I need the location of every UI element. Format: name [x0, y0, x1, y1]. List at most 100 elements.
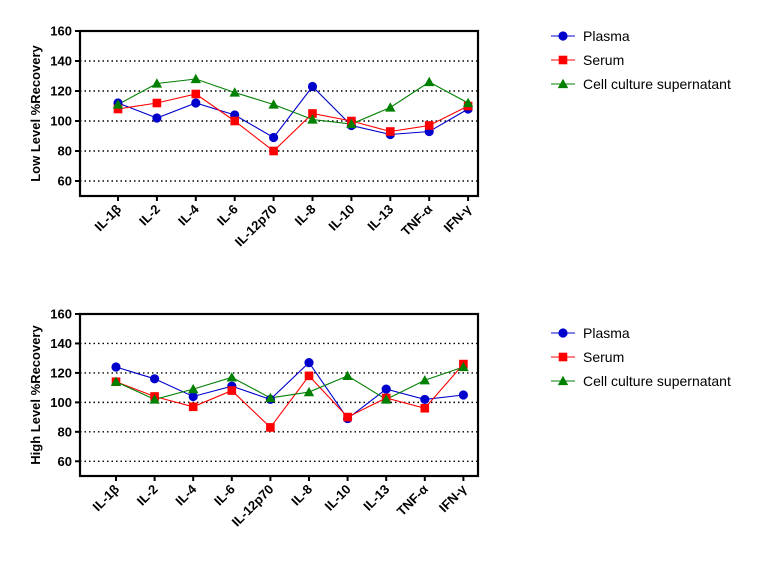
- data-point-cell-culture-supernatant: [307, 114, 318, 124]
- x-tick-label: IL-10: [322, 482, 354, 514]
- legend-label: Cell culture supernatant: [583, 373, 731, 389]
- series-line-plasma: [115, 361, 464, 420]
- x-tick-label: IL-13: [364, 202, 396, 234]
- data-point-cell-culture-supernatant: [346, 118, 357, 129]
- plot-frame: [78, 312, 480, 478]
- data-point-serum: [152, 98, 162, 108]
- chart-panel-1: 60 80 100 120 140 160 IL-1β IL-2 IL-4 IL-6IL-12p7…: [28, 24, 731, 250]
- data-point-serum: [420, 403, 430, 413]
- y-tick-label: 140: [50, 54, 72, 69]
- data-point-serum: [188, 402, 198, 412]
- data-point-plasma: [307, 81, 318, 92]
- x-tick-label: IL-6: [211, 482, 238, 509]
- legend-marker: [558, 31, 568, 41]
- y-tick-label: 60: [58, 454, 72, 469]
- data-point-cell-culture-supernatant: [419, 375, 430, 385]
- x-tick-label: IL-8: [288, 482, 315, 509]
- plot-frame: [78, 29, 480, 198]
- x-tick-label: IL-13: [360, 482, 392, 514]
- y-tick-label: 60: [58, 174, 72, 189]
- series-line-serum: [115, 363, 464, 429]
- series-line-serum: [117, 93, 469, 152]
- y-tick-label: 120: [50, 365, 72, 380]
- legend-label: Cell culture supernatant: [583, 76, 731, 92]
- data-point-serum: [230, 116, 239, 126]
- data-point-cell-culture-supernatant: [424, 76, 435, 87]
- data-point-serum: [386, 127, 395, 136]
- x-tick-label: TNF-α: [398, 202, 435, 239]
- data-point-cell-culture-supernatant: [381, 394, 392, 404]
- data-point-plasma: [191, 98, 201, 108]
- data-point-serum: [424, 121, 434, 130]
- data-point-cell-culture-supernatant: [385, 102, 396, 112]
- x-tick-label: IFN-γ: [436, 481, 470, 515]
- legend-marker: [558, 55, 568, 65]
- data-point-cell-culture-supernatant: [342, 370, 353, 381]
- data-point-serum: [191, 89, 201, 99]
- data-point-plasma: [152, 113, 162, 123]
- data-point-cell-culture-supernatant: [462, 97, 474, 108]
- series-line-cell-culture-supernatant: [117, 78, 469, 125]
- legend-label: Serum: [583, 349, 624, 365]
- data-point-cell-culture-supernatant: [190, 73, 201, 84]
- legend-label: Plasma: [583, 325, 630, 341]
- x-tick-label: IFN-γ: [441, 201, 475, 235]
- y-tick-label: 120: [50, 84, 72, 99]
- x-tick-label: IL-1β: [90, 481, 123, 514]
- data-point-serum: [304, 371, 314, 381]
- data-point-plasma: [150, 374, 160, 384]
- data-point-cell-culture-supernatant: [303, 386, 315, 397]
- legend-marker: [558, 352, 568, 362]
- data-point-serum: [269, 146, 278, 156]
- y-tick-label: 160: [50, 24, 72, 39]
- chart-panel-2: 60 80 100 120 140 160 IL-1β IL-2 IL-4 IL-6IL-12p7…: [28, 307, 731, 530]
- y-tick-label: 160: [50, 307, 72, 322]
- legend-marker: [557, 375, 569, 386]
- series-line-cell-culture-supernatant: [115, 366, 464, 401]
- data-point-cell-culture-supernatant: [458, 361, 469, 372]
- x-tick-label: IL-2: [134, 482, 161, 509]
- y-tick-label: 100: [50, 114, 72, 129]
- data-point-cell-culture-supernatant: [265, 392, 276, 403]
- data-point-cell-culture-supernatant: [112, 99, 124, 109]
- y-tick-label: 80: [58, 144, 72, 159]
- x-tick-label: TNF-α: [394, 482, 431, 519]
- data-point-plasma: [381, 384, 391, 394]
- data-point-plasma: [304, 358, 314, 368]
- legend-label: Plasma: [583, 28, 630, 44]
- data-point-cell-culture-supernatant: [188, 383, 199, 394]
- x-tick-label: IL-12p70: [232, 202, 280, 250]
- x-tick-label: IL-12p70: [229, 482, 277, 530]
- y-tick-label: 80: [58, 424, 72, 439]
- x-tick-label: IL-4: [172, 481, 199, 508]
- y-axis-title: Low Level %Recovery: [28, 44, 43, 181]
- data-point-plasma: [188, 391, 198, 402]
- data-point-plasma: [420, 394, 430, 405]
- data-point-cell-culture-supernatant: [226, 372, 237, 382]
- data-point-plasma: [269, 132, 279, 143]
- data-point-plasma: [458, 390, 468, 400]
- data-point-serum: [266, 423, 275, 432]
- legend-marker: [557, 78, 569, 89]
- x-tick-label: IL-6: [214, 202, 241, 229]
- x-tick-label: IL-2: [136, 202, 163, 229]
- x-tick-label: IL-10: [325, 202, 357, 234]
- x-tick-label: IL-1β: [92, 201, 125, 234]
- y-tick-label: 140: [50, 336, 72, 351]
- data-point-cell-culture-supernatant: [110, 376, 122, 386]
- data-point-serum: [308, 109, 317, 118]
- y-tick-label: 100: [50, 395, 72, 410]
- data-point-serum: [227, 386, 237, 395]
- legend-marker: [558, 328, 568, 338]
- data-point-cell-culture-supernatant: [149, 394, 160, 404]
- data-point-plasma: [111, 362, 121, 372]
- legend: Plasma Serum Cell culture supernatant: [551, 28, 731, 92]
- data-point-cell-culture-supernatant: [268, 99, 279, 109]
- x-tick-label: IL-4: [175, 201, 202, 228]
- legend: Plasma Serum Cell culture supernatant: [551, 325, 731, 389]
- data-point-cell-culture-supernatant: [229, 87, 240, 97]
- data-point-serum: [113, 104, 123, 114]
- x-tick-label: IL-8: [292, 202, 319, 229]
- data-point-serum: [343, 412, 352, 422]
